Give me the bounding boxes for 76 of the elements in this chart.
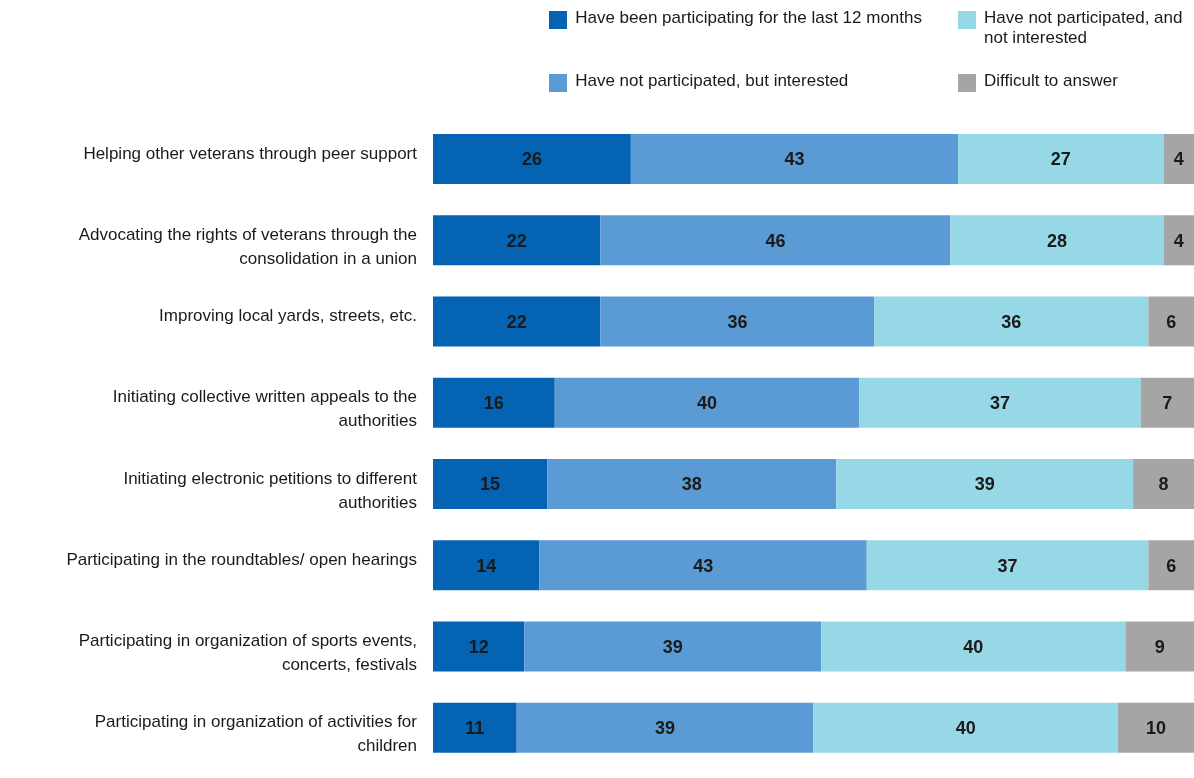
data-label: 22 bbox=[506, 230, 527, 251]
data-label: 36 bbox=[1001, 311, 1022, 332]
bar bbox=[433, 377, 555, 428]
bar bbox=[1163, 134, 1194, 184]
bar bbox=[1117, 702, 1194, 753]
bar bbox=[950, 215, 1164, 266]
y-tick-label: Initiating electronic petitions to different authorities bbox=[123, 468, 418, 512]
data-label: 4 bbox=[1173, 230, 1184, 251]
bar bbox=[1148, 540, 1194, 591]
data-label: 26 bbox=[521, 149, 542, 170]
data-label: 28 bbox=[1047, 230, 1068, 251]
y-tick-label: Initiating collective written appeals to the authorities bbox=[112, 387, 417, 431]
bar bbox=[821, 621, 1126, 672]
y-tick-label: Participating in the roundtables/ open hearings bbox=[66, 549, 417, 569]
data-label: 40 bbox=[963, 636, 984, 657]
bar bbox=[433, 134, 631, 184]
y-tick-label: Advocating the rights of veterans through the consolidation in a union bbox=[78, 224, 417, 268]
bar bbox=[859, 377, 1141, 428]
bar bbox=[433, 296, 601, 347]
legend-label: Have not participated, but interested bbox=[575, 70, 849, 91]
data-label: 36 bbox=[727, 311, 748, 332]
data-label: 39 bbox=[974, 474, 995, 495]
bar bbox=[600, 215, 951, 266]
bar bbox=[958, 134, 1164, 184]
bar bbox=[866, 540, 1149, 591]
data-label: 38 bbox=[681, 474, 702, 495]
data-label: 37 bbox=[989, 393, 1010, 414]
y-tick-label: Helping other veterans through peer support bbox=[83, 143, 418, 163]
bar bbox=[1125, 621, 1194, 672]
bar bbox=[836, 459, 1134, 509]
bar bbox=[1133, 459, 1194, 509]
data-label: 43 bbox=[784, 149, 805, 170]
y-tick-label: Participating in organization of activities for children bbox=[94, 712, 418, 756]
data-label: 27 bbox=[1050, 149, 1071, 170]
bar bbox=[600, 296, 875, 347]
data-label: 8 bbox=[1158, 474, 1169, 495]
data-label: 43 bbox=[693, 555, 714, 576]
bar bbox=[524, 621, 822, 672]
bar bbox=[539, 540, 867, 591]
bar bbox=[433, 215, 601, 266]
data-label: 14 bbox=[476, 555, 497, 576]
data-label: 16 bbox=[483, 393, 504, 414]
bar bbox=[554, 377, 860, 428]
y-tick-label: Participating in organization of sports events, concerts, festivals bbox=[78, 631, 417, 675]
y-tick-label: Improving local yards, streets, etc. bbox=[159, 306, 417, 326]
data-label: 22 bbox=[506, 311, 527, 332]
data-label: 12 bbox=[468, 636, 489, 657]
bar bbox=[433, 702, 517, 753]
legend-label: Have not participated, and not interested bbox=[984, 8, 1184, 48]
bar bbox=[1140, 377, 1194, 428]
bar bbox=[516, 702, 814, 753]
bar bbox=[874, 296, 1149, 347]
data-label: 7 bbox=[1162, 393, 1173, 414]
bar bbox=[433, 621, 525, 672]
data-label: 6 bbox=[1166, 311, 1177, 332]
bar bbox=[630, 134, 959, 184]
bar bbox=[813, 702, 1118, 753]
data-label: 4 bbox=[1173, 149, 1184, 170]
data-label: 46 bbox=[765, 230, 786, 251]
legend-label: Have been participating for the last 12 months bbox=[575, 8, 922, 28]
data-label: 9 bbox=[1154, 636, 1165, 657]
legend-label: Difficult to answer bbox=[984, 70, 1118, 91]
data-label: 37 bbox=[997, 555, 1018, 576]
data-label: 15 bbox=[480, 474, 501, 495]
bar bbox=[433, 540, 540, 591]
data-label: 6 bbox=[1166, 555, 1177, 576]
bar bbox=[547, 459, 837, 509]
data-label: 40 bbox=[696, 393, 717, 414]
data-label: 39 bbox=[655, 718, 676, 739]
bar bbox=[433, 459, 548, 509]
bar bbox=[1163, 215, 1194, 266]
data-label: 40 bbox=[955, 718, 976, 739]
data-label: 10 bbox=[1145, 718, 1166, 739]
bar bbox=[1148, 296, 1194, 347]
data-label: 11 bbox=[465, 718, 485, 739]
data-label: 39 bbox=[662, 636, 683, 657]
